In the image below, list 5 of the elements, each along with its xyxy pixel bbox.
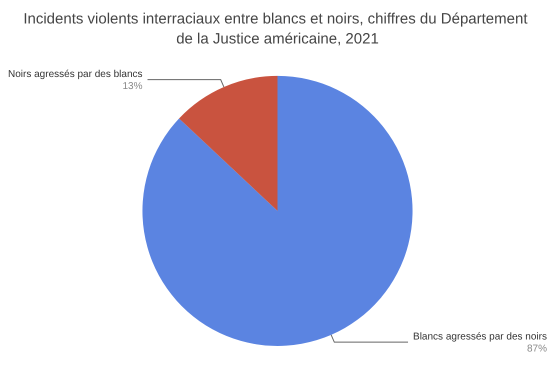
slice-label: Blancs agressés par des noirs <box>413 332 547 343</box>
slice-label: Noirs agressés par des blancs <box>8 69 143 80</box>
data-label: 87% <box>526 344 548 355</box>
chart-title: Incidents violents interraciaux entre blancs et noirs, chiffres du Département de la Justice américaine, 2021 <box>23 10 532 48</box>
data-label: 13% <box>122 81 143 92</box>
